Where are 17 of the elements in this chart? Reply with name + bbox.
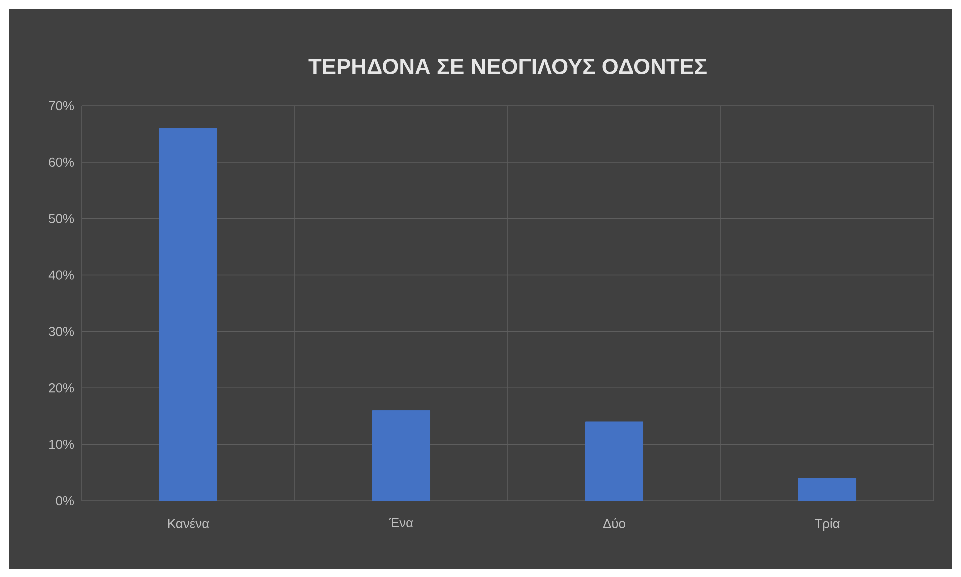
y-tick-label: 10% bbox=[50, 440, 74, 450]
y-tick-label: 0% bbox=[56, 496, 74, 506]
y-tick-label: 70% bbox=[49, 101, 74, 111]
y-tick-label: 30% bbox=[49, 327, 74, 336]
x-tick-label: Τρία bbox=[814, 518, 840, 531]
bar bbox=[798, 478, 857, 502]
y-tick-label: 20% bbox=[49, 384, 74, 393]
x-tick-label: Δύο bbox=[603, 518, 626, 528]
bar bbox=[372, 410, 431, 502]
bar bbox=[160, 128, 218, 502]
y-tick-label: 50% bbox=[49, 214, 74, 224]
chart-title: ΤΕΡΗΔΟΝΑ ΣΕ ΝΕΟΓΙΛΟΥΣ ΟΔΟΝΤΕΣ bbox=[308, 58, 707, 74]
x-tick-label: Κανένα bbox=[168, 518, 210, 528]
y-tick-label: 40% bbox=[48, 270, 74, 280]
y-tick-label: 60% bbox=[49, 158, 74, 167]
x-tick-label: Ένα bbox=[389, 518, 414, 528]
bar bbox=[586, 422, 644, 502]
